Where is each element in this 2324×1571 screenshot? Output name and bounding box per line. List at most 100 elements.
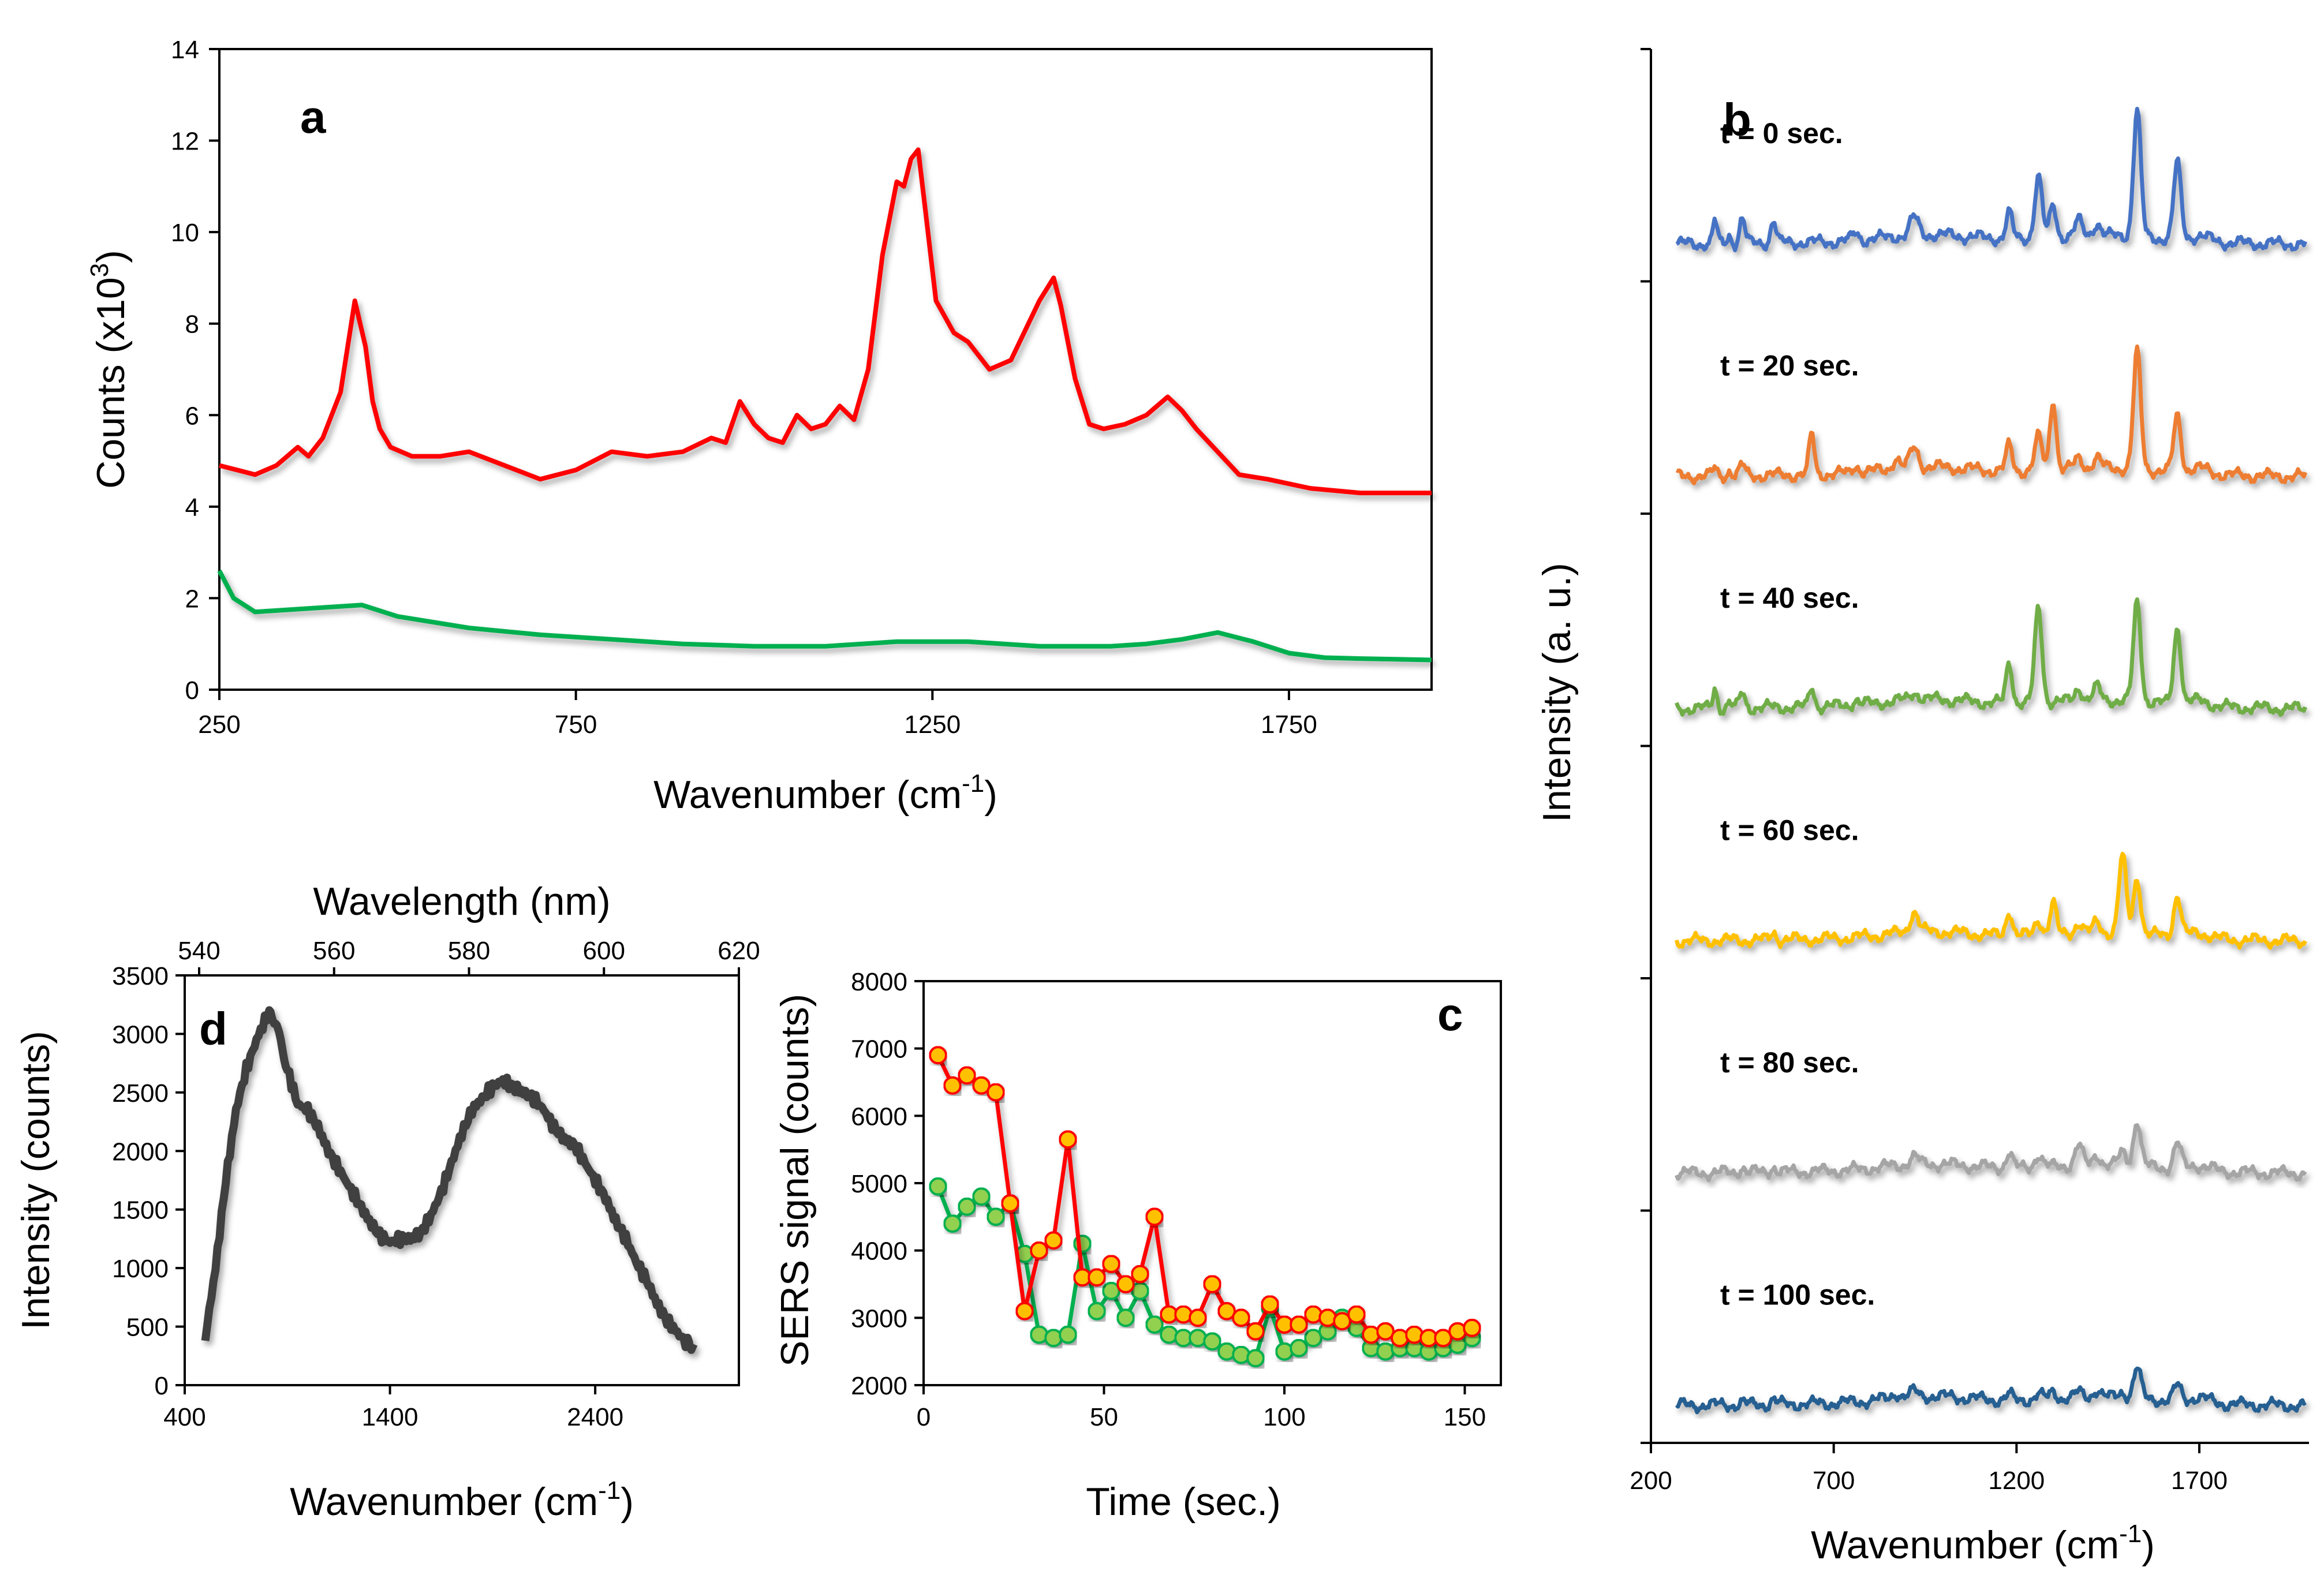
panel-c-point-green: [1059, 1325, 1077, 1344]
panel-c-x-tick-label: 150: [1444, 1403, 1486, 1431]
panel-a-x-tick-label: 250: [198, 710, 240, 739]
panel-b-trace-0: [1675, 107, 2307, 253]
panel-a-y-tick-label: 0: [185, 676, 199, 705]
panel-c-y-tick-label: 4000: [851, 1237, 907, 1266]
panel-a-x-tick-label: 750: [555, 710, 597, 739]
panel-c-point-red: [1030, 1241, 1048, 1260]
panel-c-y-tick-label: 2000: [851, 1372, 907, 1400]
panel-d-top-axis-label: Wavelength (nm): [313, 880, 610, 923]
panel-c-point-red: [1131, 1265, 1149, 1284]
panel-d-x-tick-label: 1400: [362, 1403, 419, 1431]
panel-b-trace-label: t = 40 sec.: [1720, 582, 1859, 614]
panel-d-y-axis-label: Intensity (counts): [14, 1031, 58, 1330]
panel-b-trace-1: [1675, 344, 2307, 485]
panel-c-point-red: [1232, 1308, 1250, 1327]
panel-c-y-tick-label: 8000: [851, 968, 907, 996]
panel-b-x-tick-label: 1700: [2171, 1467, 2228, 1495]
panel-c-point-red: [1059, 1130, 1077, 1149]
panel-c-point-green: [1145, 1315, 1164, 1334]
panel-d-x-tick-label: 2400: [567, 1403, 623, 1431]
panel-d-top-tick-label: 560: [313, 937, 355, 965]
panel-d-y-tick-label: 2000: [112, 1138, 169, 1166]
panel-c-point-green: [972, 1187, 991, 1206]
panel-c-point-red: [987, 1083, 1005, 1102]
panel-c-point-red: [1463, 1318, 1481, 1337]
panel-d-y-tick-label: 1500: [112, 1196, 169, 1225]
panel-c-point-green: [1246, 1349, 1265, 1368]
panel-c-point-red: [1044, 1231, 1063, 1250]
panel-b-x-axis-label: Wavenumber (cm-1): [1811, 1520, 2155, 1567]
panel-c-y-tick-label: 6000: [851, 1102, 907, 1131]
panel-c-point-red: [1203, 1275, 1221, 1293]
panel-c-point-green: [1116, 1308, 1135, 1327]
panel-c-line-red: [936, 1054, 1473, 1340]
panel-c-point-red: [1261, 1295, 1279, 1314]
panel-b: 200 700 1200 1700 t = 0 sec.t = 20 sec.t = …: [1535, 48, 2309, 1567]
panel-a-series: [217, 147, 1432, 663]
panel-d-series-spectrum: [201, 1006, 698, 1354]
panel-c-x-tick-label: 0: [917, 1403, 931, 1431]
panel-c-point-red: [1246, 1322, 1265, 1341]
panel-c-point-green: [1102, 1281, 1120, 1300]
panel-a-x-tick-label: 1750: [1261, 710, 1317, 739]
panel-a-y-tick-label: 14: [171, 36, 199, 64]
panel-c-point-green: [1088, 1301, 1106, 1321]
panel-c-point-green: [987, 1207, 1005, 1226]
panel-b-trace-label: t = 100 sec.: [1720, 1279, 1875, 1311]
panel-c-x-axis-label: Time (sec.): [1086, 1480, 1280, 1524]
panel-a-series-red: [219, 147, 1432, 496]
panel-c-point-red: [1116, 1275, 1135, 1293]
panel-c-point-red: [1145, 1207, 1164, 1226]
panel-a-x-axis-label: Wavenumber (cm-1): [653, 769, 997, 817]
panel-b-y-axis-label: Intensity (a. u.): [1535, 563, 1579, 822]
panel-d-frame: [184, 974, 740, 1386]
panel-c-point-red: [929, 1046, 947, 1065]
panel-a-y-tick-label: 6: [185, 402, 199, 430]
panel-b-x-tick-label: 200: [1630, 1467, 1672, 1495]
panel-c-x-tick-label: 50: [1090, 1403, 1118, 1431]
panel-c-point-red: [1347, 1305, 1366, 1324]
panel-d-label: d: [199, 1003, 227, 1054]
panel-a-series-green: [217, 570, 1432, 663]
panel-a-label: a: [300, 91, 326, 143]
panel-c-y-tick-label: 3000: [851, 1304, 907, 1333]
panel-d-series: [201, 1006, 698, 1354]
panel-b-trace-label: t = 20 sec.: [1720, 350, 1859, 382]
panel-a-y-tick-label: 12: [171, 128, 199, 156]
panel-c-point-red: [1015, 1301, 1034, 1321]
panel-d-ticks: 400 1400 2400 0 500 1000 1500 2000 2500 3000 3500 5…: [112, 937, 760, 1431]
panel-c-y-tick-label: 7000: [851, 1035, 907, 1064]
panel-d-y-tick-label: 0: [155, 1372, 169, 1400]
panel-b-x-tick-label: 700: [1813, 1467, 1855, 1495]
panel-b-trace-4: [1675, 1123, 2307, 1183]
panel-b-trace-3: [1674, 851, 2307, 950]
panel-c-y-axis-label: SERS signal (counts): [773, 994, 817, 1367]
panel-d-top-tick-label: 600: [583, 937, 625, 965]
panel-d-x-axis-label: Wavenumber (cm-1): [290, 1476, 634, 1524]
panel-c-point-red: [958, 1066, 976, 1085]
panel-a-y-tick-label: 4: [185, 493, 199, 522]
panel-c-y-tick-label: 5000: [851, 1170, 907, 1198]
panel-c-point-red: [1290, 1315, 1308, 1334]
panel-b-trace-label: t = 80 sec.: [1720, 1046, 1859, 1079]
panel-d-x-tick-label: 400: [163, 1403, 206, 1431]
panel-c-x-tick-label: 100: [1263, 1403, 1305, 1431]
panel-c-point-red: [1001, 1194, 1019, 1213]
panel-b-series: [1674, 107, 2307, 1415]
panel-d: 400 1400 2400 0 500 1000 1500 2000 2500 3000 3500 5…: [14, 880, 760, 1524]
panel-c-point-red: [972, 1076, 991, 1095]
panel-d-y-tick-label: 500: [126, 1314, 169, 1342]
panel-d-y-tick-label: 3000: [112, 1020, 169, 1049]
panel-c-series: [929, 1046, 1481, 1368]
panel-c-ticks: 0 50 100 150 2000 3000 4000 5000 6000 7000 8000: [851, 968, 1486, 1431]
panel-c-label: c: [1437, 989, 1463, 1040]
panel-a: 250 750 1250 1750 0 2 4 6 8 10 12 14 a Wavenumber (…: [85, 36, 1433, 817]
panel-c-point-red: [1102, 1255, 1120, 1273]
panel-c-point-red: [1088, 1268, 1106, 1287]
panel-c-point-green: [943, 1214, 962, 1233]
panel-d-top-tick-label: 580: [448, 937, 490, 965]
panel-c-point-red: [1333, 1312, 1351, 1331]
panel-a-frame: [218, 48, 1433, 691]
panel-c-point-green: [1203, 1332, 1221, 1351]
